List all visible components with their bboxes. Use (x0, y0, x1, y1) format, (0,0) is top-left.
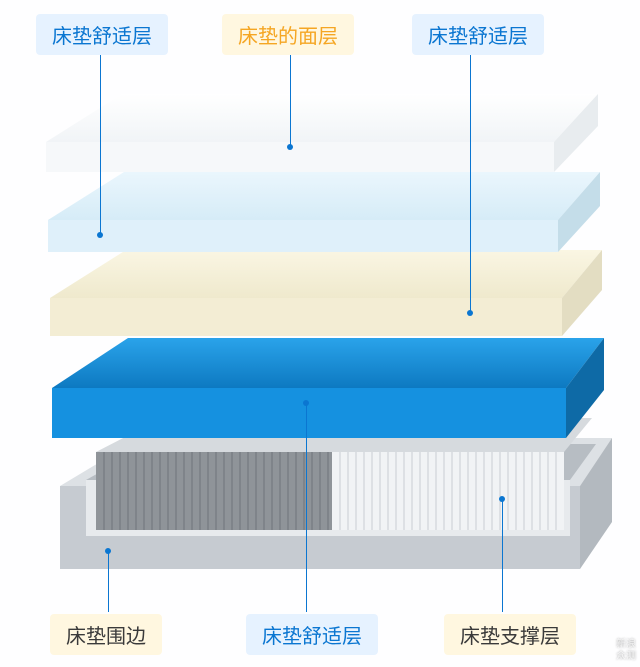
callout-line (108, 552, 109, 612)
label-bottom-left: 床垫围边 (50, 614, 162, 655)
label-bottom-center: 床垫舒适层 (246, 614, 378, 655)
callout-line (100, 52, 101, 234)
callout-dot-icon (105, 548, 111, 554)
layer-lightblue (48, 172, 600, 252)
label-top-right: 床垫舒适层 (412, 14, 544, 55)
layer-gel (52, 338, 604, 438)
label-top-center: 床垫的面层 (222, 14, 354, 55)
callout-line (306, 404, 307, 612)
callout-dot-icon (287, 144, 293, 150)
callout-dot-icon (97, 232, 103, 238)
callout-dot-icon (303, 400, 309, 406)
mattress-diagram (0, 0, 640, 667)
callout-line (290, 52, 291, 146)
label-top-left: 床垫舒适层 (36, 14, 168, 55)
callout-dot-icon (499, 496, 505, 502)
callout-line (470, 52, 471, 312)
callout-line (502, 500, 503, 612)
callout-dot-icon (467, 310, 473, 316)
layer-cream (50, 250, 602, 336)
watermark: 新浪众测 (616, 639, 636, 663)
layer-top-fabric (46, 94, 598, 172)
label-bottom-right: 床垫支撑层 (444, 614, 576, 655)
